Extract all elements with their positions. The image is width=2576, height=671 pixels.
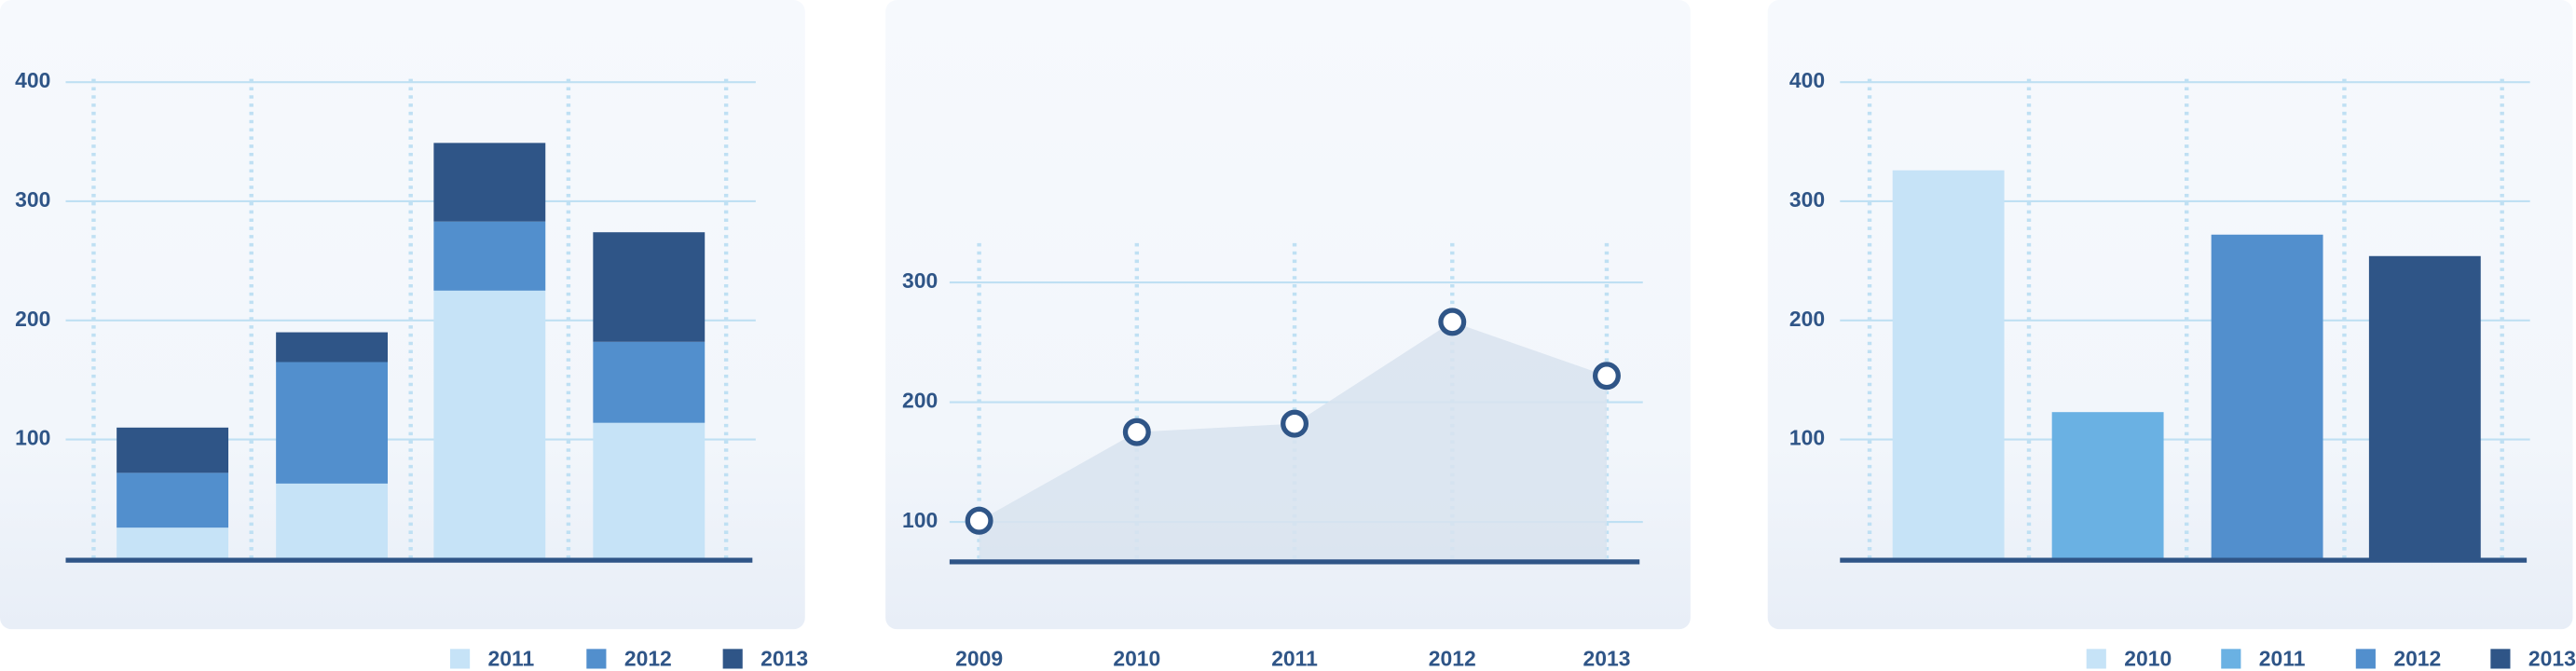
bar-segment bbox=[593, 341, 706, 423]
bar-segment bbox=[593, 232, 706, 342]
legend-label: 2011 bbox=[2259, 647, 2306, 671]
legend-swatch bbox=[2221, 649, 2241, 669]
legend-label: 2012 bbox=[624, 647, 672, 671]
point bbox=[1592, 362, 1621, 390]
y-tick-label: 400 bbox=[1789, 68, 1825, 92]
legend-label: 2012 bbox=[2393, 647, 2441, 671]
y-tick-label: 300 bbox=[1789, 187, 1825, 212]
area bbox=[979, 322, 1607, 561]
legend-swatch bbox=[586, 649, 607, 669]
bar-segment bbox=[116, 527, 229, 559]
legend-swatch bbox=[2355, 649, 2376, 669]
x-tick-label: 2012 bbox=[1429, 647, 1476, 671]
x-tick-label: 2011 bbox=[1271, 647, 1318, 671]
legend-swatch bbox=[2490, 649, 2511, 669]
bar bbox=[2368, 255, 2481, 559]
bar bbox=[2051, 412, 2164, 559]
y-tick-label: 400 bbox=[15, 68, 50, 92]
y-tick-label: 100 bbox=[902, 508, 938, 532]
x-tick-label: 2009 bbox=[955, 647, 1003, 671]
bar-segment bbox=[276, 332, 389, 363]
legend-label: 2011 bbox=[488, 647, 535, 671]
y-tick-label: 100 bbox=[1789, 426, 1825, 450]
bar-segment bbox=[276, 483, 389, 559]
legend-label: 2010 bbox=[2124, 647, 2172, 671]
bar-segment bbox=[116, 472, 229, 528]
legend-swatch bbox=[722, 649, 743, 669]
bar bbox=[2211, 234, 2323, 559]
bar bbox=[1892, 170, 2005, 559]
legend-swatch bbox=[449, 649, 471, 669]
bar-segment bbox=[276, 362, 389, 484]
bar-segment bbox=[593, 422, 706, 559]
bar-segment bbox=[116, 427, 229, 473]
y-tick-label: 200 bbox=[1789, 307, 1825, 331]
y-tick-label: 200 bbox=[902, 389, 938, 413]
y-tick-label: 200 bbox=[15, 307, 50, 331]
point bbox=[1438, 308, 1467, 336]
bar-segment bbox=[433, 143, 546, 222]
point bbox=[1122, 418, 1151, 446]
point bbox=[1281, 409, 1309, 438]
legend-swatch bbox=[2086, 649, 2106, 669]
y-tick-label: 100 bbox=[15, 426, 50, 450]
bar-segment bbox=[433, 221, 546, 291]
point bbox=[965, 506, 993, 535]
y-tick-label: 300 bbox=[902, 268, 938, 293]
x-tick-label: 2010 bbox=[1113, 647, 1160, 671]
bar-segment bbox=[433, 290, 546, 559]
x-tick-label: 2013 bbox=[1583, 647, 1630, 671]
legend-label: 2013 bbox=[760, 647, 808, 671]
legend-label: 2013 bbox=[2528, 647, 2576, 671]
y-tick-label: 300 bbox=[15, 187, 50, 212]
